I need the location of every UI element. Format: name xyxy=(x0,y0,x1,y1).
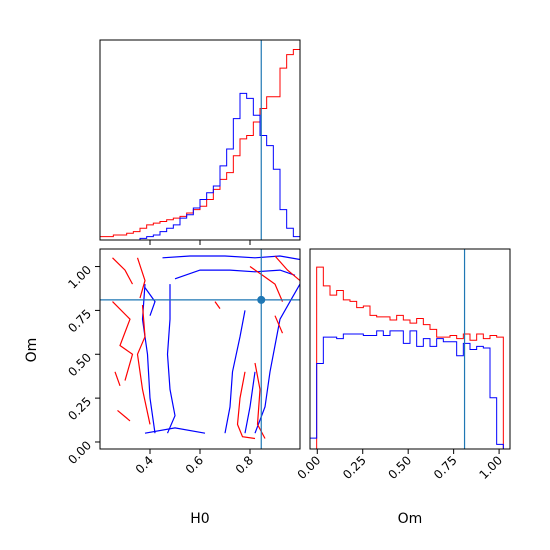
h0-hist-frame xyxy=(99,39,301,241)
contour-lines xyxy=(112,255,300,440)
om-axis-label-left: Om xyxy=(24,338,40,363)
om-tick-label: 1.00 xyxy=(65,263,94,292)
om-x-tick-label: 0.25 xyxy=(340,453,369,482)
red-contour xyxy=(249,266,284,302)
red-contour xyxy=(117,409,131,422)
red-contour xyxy=(112,301,134,381)
h0-axis-label: H0 xyxy=(190,511,209,527)
blue-contour xyxy=(141,284,156,434)
om-histogram-panel: 0.00 0.25 0.50 0.75 1.00 xyxy=(295,248,511,482)
red-contour xyxy=(274,255,300,282)
blue-contour xyxy=(144,287,156,316)
om-tick-label: 0.50 xyxy=(65,350,94,379)
om-hist-frame xyxy=(309,248,511,450)
h0-hist-red xyxy=(99,49,301,240)
h0-tick-label: 0.6 xyxy=(183,453,206,476)
blue-contour xyxy=(254,283,300,434)
h0-hist-blue xyxy=(100,92,301,241)
om-tick-label: 0.25 xyxy=(65,394,94,423)
red-contour xyxy=(136,305,151,425)
om-x-tick-label: 0.50 xyxy=(386,453,415,482)
red-contour xyxy=(254,362,266,439)
blue-contour xyxy=(244,371,256,434)
h0-tick-label: 0.8 xyxy=(233,453,256,476)
h0-om-contour-panel: 0.4 0.6 0.8 0.00 0.25 0.50 0.75 1.00 xyxy=(65,248,301,477)
blue-contour xyxy=(174,269,296,280)
om-hist-blue xyxy=(309,330,510,450)
red-contour xyxy=(214,301,221,309)
red-contour xyxy=(112,257,134,285)
h0-histogram-panel xyxy=(99,39,301,245)
om-tick-label: 0.00 xyxy=(65,438,94,467)
om-x-tick-label: 1.00 xyxy=(476,453,505,482)
truth-point xyxy=(257,295,266,304)
blue-contour xyxy=(144,427,206,434)
om-tick-label: 0.75 xyxy=(65,307,94,336)
blue-contour xyxy=(162,255,300,261)
om-x-tick-label: 0.00 xyxy=(295,453,324,482)
red-contour xyxy=(236,371,256,440)
om-axis-label-right: Om xyxy=(398,511,423,527)
red-contour xyxy=(114,371,121,387)
om-hist-red xyxy=(310,266,510,450)
red-contour xyxy=(274,315,284,334)
red-contour xyxy=(136,257,146,299)
blue-contour xyxy=(166,284,176,434)
h0-tick-label: 0.4 xyxy=(133,453,156,476)
om-x-tick-label: 0.75 xyxy=(431,453,460,482)
blue-contour xyxy=(224,310,246,434)
